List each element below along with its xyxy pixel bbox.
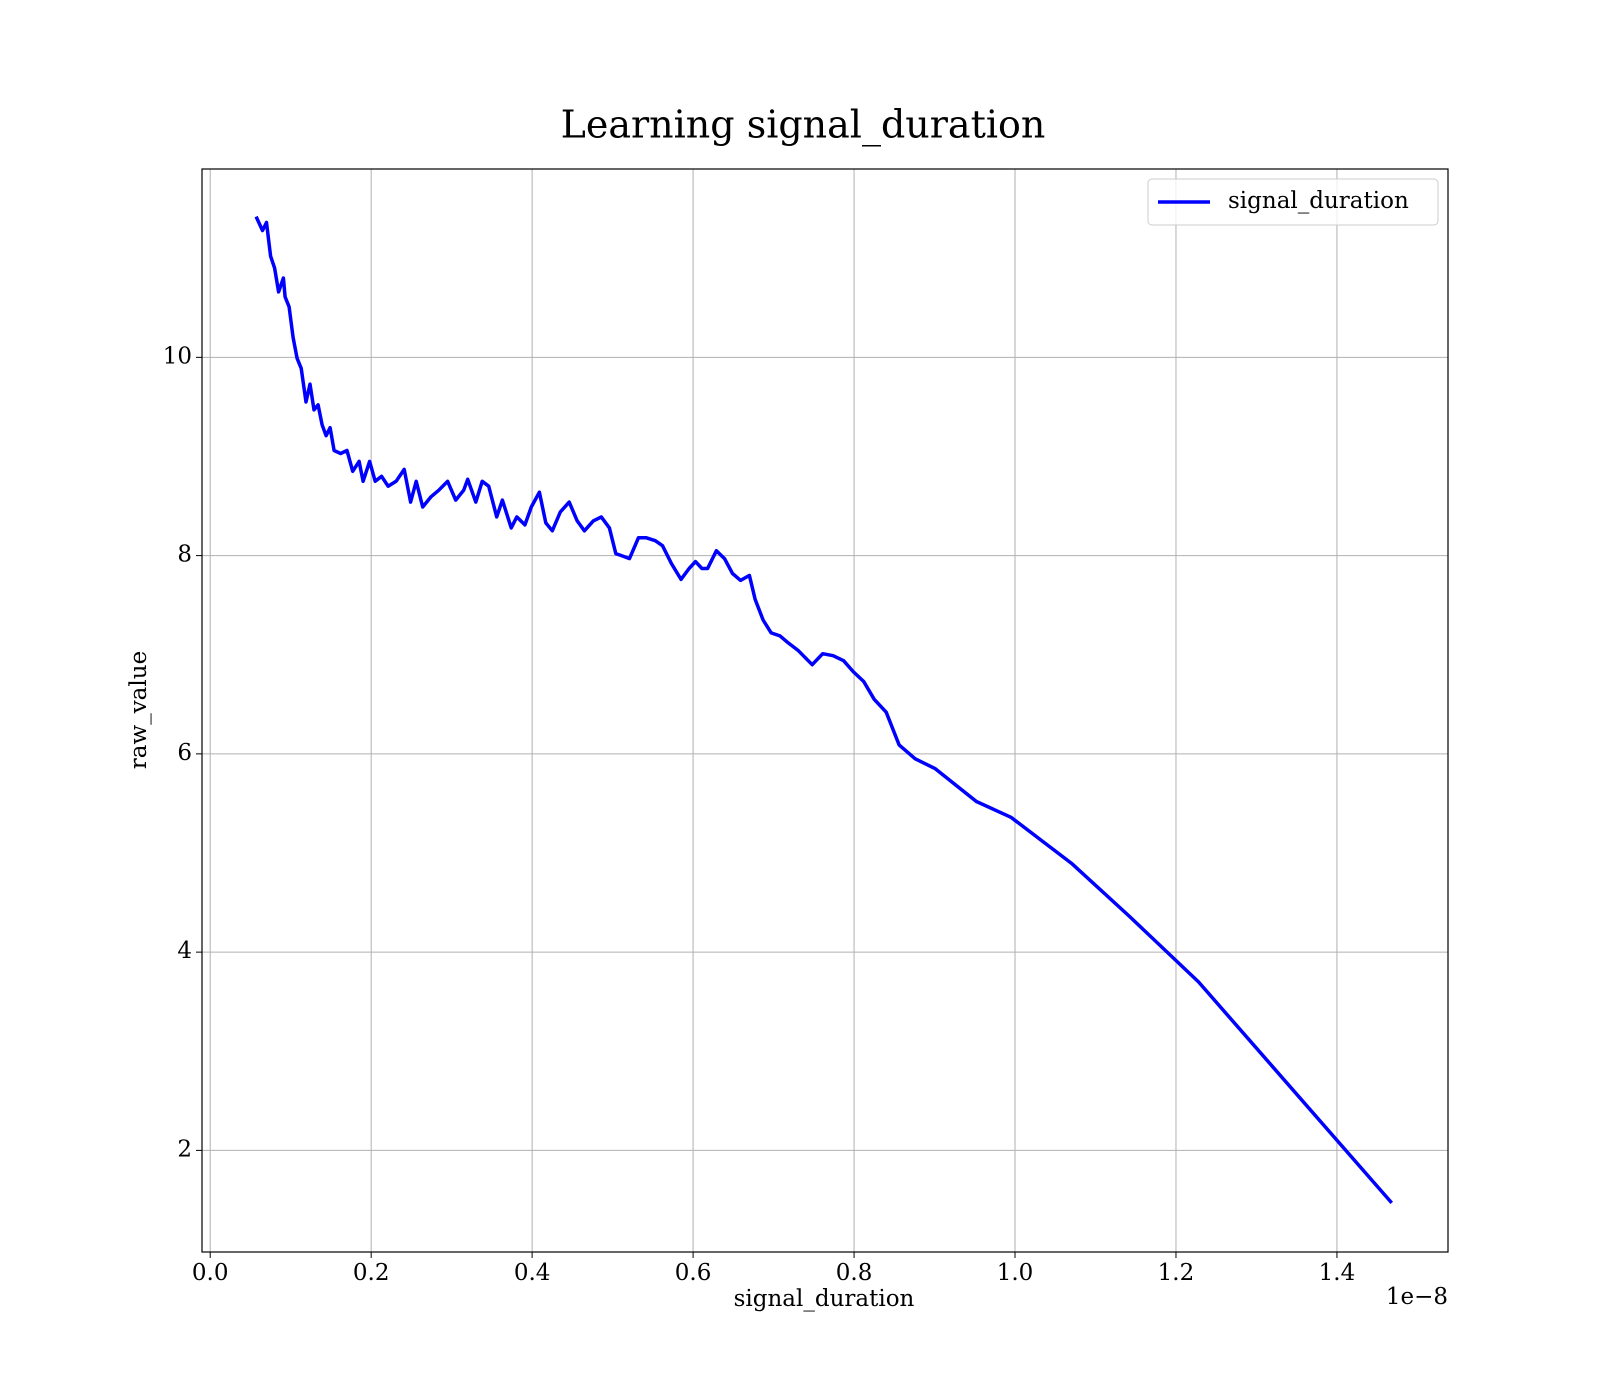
chart-title: Learning signal_duration (561, 103, 1046, 148)
x-tick-label: 0.4 (514, 1260, 551, 1286)
line (254, 215, 1394, 1205)
x-tick-label: 0.6 (675, 1260, 712, 1286)
x-tick-label: 0.8 (836, 1260, 873, 1286)
legend-label: signal_duration (1228, 188, 1409, 214)
y-tick-label: 10 (163, 343, 192, 369)
x-offset-label: 1e−8 (1386, 1284, 1448, 1310)
x-tick-label: 0.2 (353, 1260, 390, 1286)
y-tick-label: 4 (177, 938, 192, 964)
x-axis-label: signal_duration (734, 1286, 915, 1312)
x-tick-label: 1.4 (1319, 1260, 1356, 1286)
y-tick-label: 6 (177, 740, 192, 766)
plot-frame (201, 168, 1449, 1253)
x-tick-label: 1.0 (997, 1260, 1034, 1286)
y-tick-label: 2 (177, 1136, 192, 1162)
x-tick-label: 1.2 (1158, 1260, 1195, 1286)
legend-box (1147, 178, 1439, 226)
x-tick-label: 0.0 (192, 1260, 229, 1286)
y-tick-label: 8 (177, 542, 192, 568)
y-axis-label: raw_value (126, 651, 152, 769)
